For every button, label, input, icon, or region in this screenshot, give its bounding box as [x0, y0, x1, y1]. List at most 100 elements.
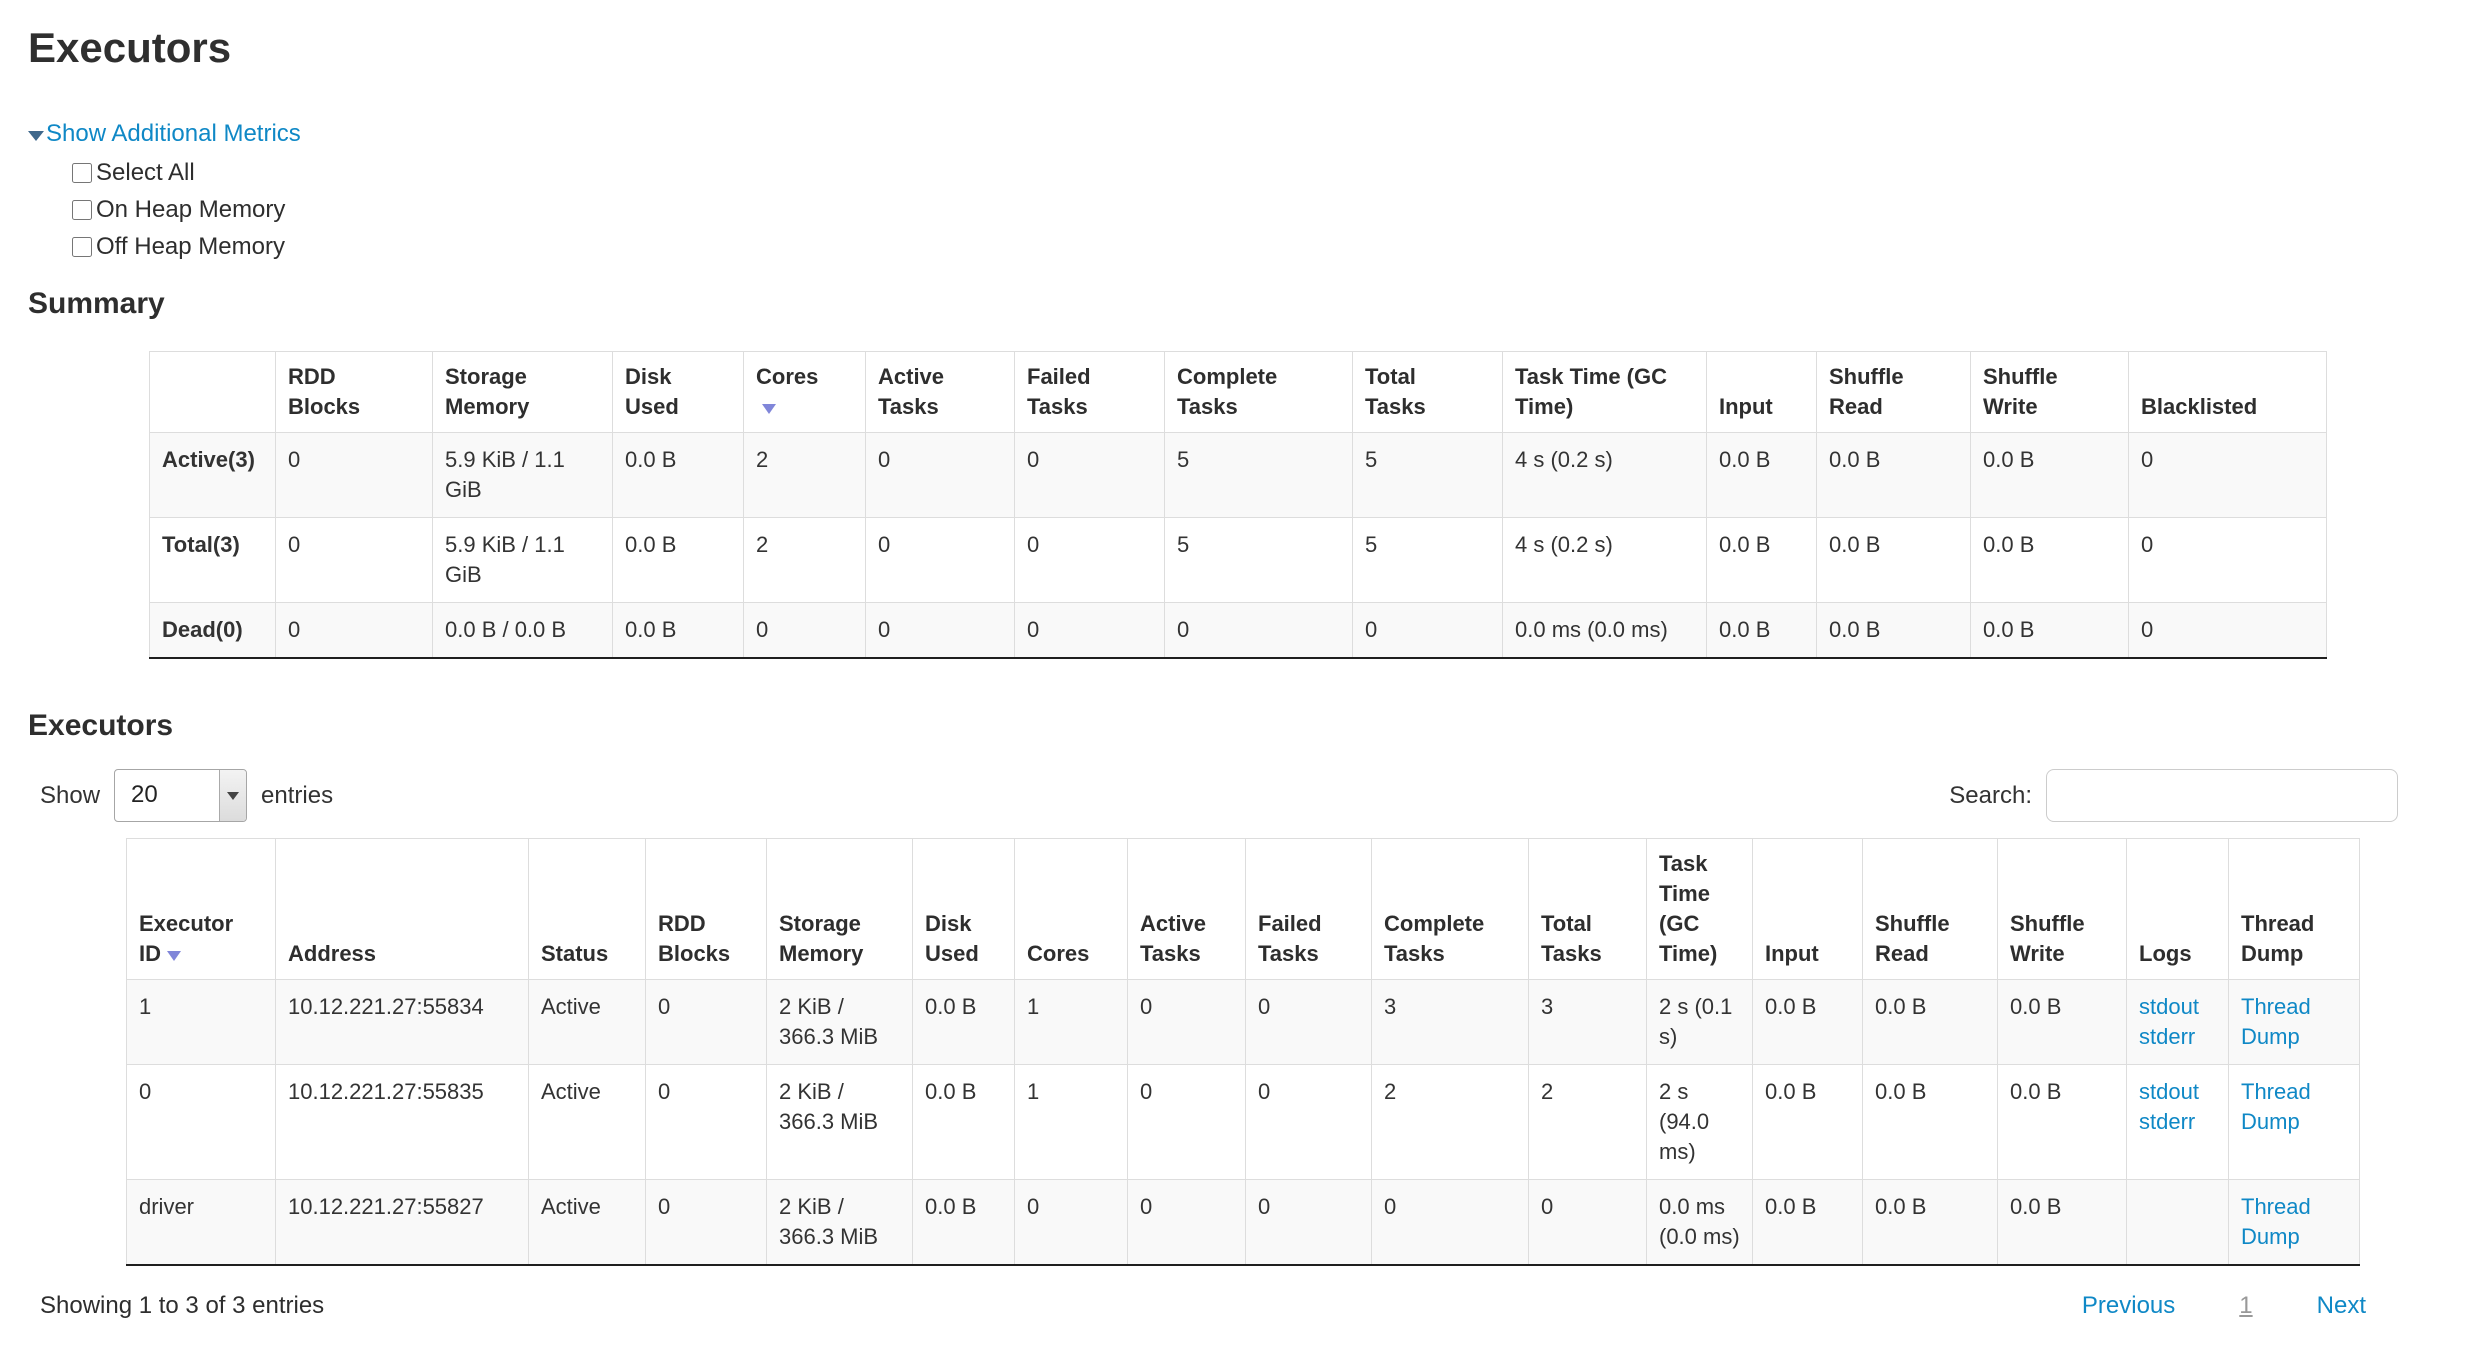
metric-checkbox-list: Select All On Heap Memory Off Heap Memor… [72, 154, 2438, 265]
cell-total-tasks: 0 [1352, 602, 1503, 659]
thread-dump-link[interactable]: Thread Dump [2241, 1079, 2311, 1134]
thread-dump-link[interactable]: Thread Dump [2241, 994, 2311, 1049]
cell-input: 0.0 B [1752, 1179, 1863, 1266]
table-footer: Showing 1 to 3 of 3 entries Previous 1 N… [40, 1292, 2398, 1320]
col-header-shuffle-write[interactable]: Shuffle Write [1997, 838, 2127, 980]
cell-disk-used: 0.0 B [612, 432, 744, 518]
cell-failed-tasks: 0 [1014, 432, 1165, 518]
select-all-checkbox[interactable] [72, 162, 92, 183]
col-header-failed-tasks[interactable]: Failed Tasks [1245, 838, 1372, 980]
cell-shuffle-read: 0.0 B [1862, 979, 1998, 1065]
col-header-task-time-gc-time[interactable]: Task Time (GC Time) [1502, 351, 1707, 433]
cell-shuffle-read: 0.0 B [1816, 432, 1971, 518]
col-header-storage-memory[interactable]: Storage Memory [432, 351, 613, 433]
col-header-rdd-blocks[interactable]: RDD Blocks [275, 351, 433, 433]
col-header-address[interactable]: Address [275, 838, 529, 980]
cell-rdd-blocks: 0 [645, 1064, 767, 1180]
cell-cores: 1 [1014, 1064, 1128, 1180]
checkbox-row-select-all: Select All [72, 154, 2438, 191]
col-header-cores[interactable]: Cores [1014, 838, 1128, 980]
cell-total-tasks: 5 [1352, 432, 1503, 518]
col-header-shuffle-write[interactable]: Shuffle Write [1970, 351, 2129, 433]
col-header-shuffle-read[interactable]: Shuffle Read [1862, 838, 1998, 980]
col-header-disk-used[interactable]: Disk Used [612, 351, 744, 433]
col-header-active-tasks[interactable]: Active Tasks [1127, 838, 1246, 980]
cell-storage-memory: 5.9 KiB / 1.1 GiB [432, 432, 613, 518]
cell-task-time-gc-time: 2 s (0.1 s) [1646, 979, 1753, 1065]
col-header-logs[interactable]: Logs [2126, 838, 2229, 980]
cell-shuffle-write: 0.0 B [1997, 1179, 2127, 1266]
cell-complete-tasks: 0 [1164, 602, 1353, 659]
col-header-executor-id[interactable]: Executor ID [126, 838, 276, 980]
show-additional-metrics-toggle[interactable]: Show Additional Metrics [28, 118, 301, 150]
col-header-input[interactable]: Input [1752, 838, 1863, 980]
cell-failed-tasks: 0 [1245, 979, 1372, 1065]
executors-header-row: Executor ID Address Status RDD Blocks Storag… [126, 838, 2360, 980]
col-header-thread-dump[interactable]: Thread Dump [2228, 838, 2360, 980]
on-heap-memory-checkbox[interactable] [72, 199, 92, 220]
entries-select-value: 20 [131, 781, 158, 808]
cell-storage-memory: 2 KiB / 366.3 MiB [766, 1064, 913, 1180]
cell-executor-id: 1 [126, 979, 276, 1065]
show-label: Show [40, 781, 101, 809]
summary-row-label: Active(3) [149, 432, 276, 518]
col-header-active-tasks[interactable]: Active Tasks [865, 351, 1015, 433]
cell-complete-tasks: 3 [1371, 979, 1529, 1065]
previous-page-button[interactable]: Previous [2081, 1292, 2176, 1319]
cell-disk-used: 0.0 B [912, 979, 1015, 1065]
cell-shuffle-write: 0.0 B [1970, 602, 2129, 659]
cell-logs: stdout stderr [2126, 979, 2229, 1065]
summary-header-row: RDD Blocks Storage Memory Disk Used Cores Ac… [149, 351, 2327, 433]
col-header-blank[interactable] [149, 351, 276, 433]
cell-blacklisted: 0 [2128, 432, 2327, 518]
show-additional-metrics-link[interactable]: Show Additional Metrics [46, 120, 301, 147]
col-header-disk-used[interactable]: Disk Used [912, 838, 1015, 980]
checkbox-label: Off Heap Memory [96, 232, 285, 260]
col-header-blacklisted[interactable]: Blacklisted [2128, 351, 2327, 433]
col-header-cores[interactable]: Cores [743, 351, 866, 433]
stderr-link[interactable]: stderr [2139, 1109, 2196, 1134]
col-header-rdd-blocks[interactable]: RDD Blocks [645, 838, 767, 980]
summary-heading: Summary [28, 287, 165, 320]
cell-rdd-blocks: 0 [275, 517, 433, 603]
cell-cores: 2 [743, 517, 866, 603]
col-header-total-tasks[interactable]: Total Tasks [1528, 838, 1647, 980]
summary-row-label: Total(3) [149, 517, 276, 603]
col-header-total-tasks[interactable]: Total Tasks [1352, 351, 1503, 433]
cell-cores: 0 [1014, 1179, 1128, 1266]
col-header-shuffle-read[interactable]: Shuffle Read [1816, 351, 1971, 433]
executors-heading: Executors [28, 709, 174, 742]
executor-row-driver: driver 10.12.221.27:55827 Active 0 2 KiB / 3… [126, 1179, 2360, 1266]
col-header-failed-tasks[interactable]: Failed Tasks [1014, 351, 1165, 433]
cell-task-time-gc-time: 0.0 ms (0.0 ms) [1502, 602, 1707, 659]
col-header-storage-memory[interactable]: Storage Memory [766, 838, 913, 980]
cell-total-tasks: 2 [1528, 1064, 1647, 1180]
col-header-complete-tasks[interactable]: Complete Tasks [1371, 838, 1529, 980]
cell-executor-id: 0 [126, 1064, 276, 1180]
off-heap-memory-checkbox[interactable] [72, 236, 92, 257]
thread-dump-link[interactable]: Thread Dump [2241, 1194, 2311, 1249]
cell-task-time-gc-time: 4 s (0.2 s) [1502, 517, 1707, 603]
cell-complete-tasks: 0 [1371, 1179, 1529, 1266]
stderr-link[interactable]: stderr [2139, 1024, 2196, 1049]
col-header-complete-tasks[interactable]: Complete Tasks [1164, 351, 1353, 433]
next-page-button[interactable]: Next [2316, 1292, 2366, 1319]
cell-storage-memory: 0.0 B / 0.0 B [432, 602, 613, 659]
cell-shuffle-read: 0.0 B [1862, 1179, 1998, 1266]
stdout-link[interactable]: stdout [2139, 994, 2199, 1019]
stdout-link[interactable]: stdout [2139, 1079, 2199, 1104]
col-header-status[interactable]: Status [528, 838, 646, 980]
page-title: Executors [28, 24, 232, 71]
page-number-1[interactable]: 1 [2239, 1292, 2253, 1319]
cell-shuffle-write: 0.0 B [1970, 432, 2129, 518]
cell-active-tasks: 0 [1127, 1179, 1246, 1266]
entries-select[interactable]: 20 [114, 769, 248, 822]
cell-cores: 1 [1014, 979, 1128, 1065]
col-header-input[interactable]: Input [1706, 351, 1817, 433]
cell-blacklisted: 0 [2128, 602, 2327, 659]
col-header-task-time-gc-time[interactable]: Task Time (GC Time) [1646, 838, 1753, 980]
cell-disk-used: 0.0 B [912, 1179, 1015, 1266]
cell-input: 0.0 B [1752, 979, 1863, 1065]
search-input[interactable] [2046, 769, 2398, 822]
